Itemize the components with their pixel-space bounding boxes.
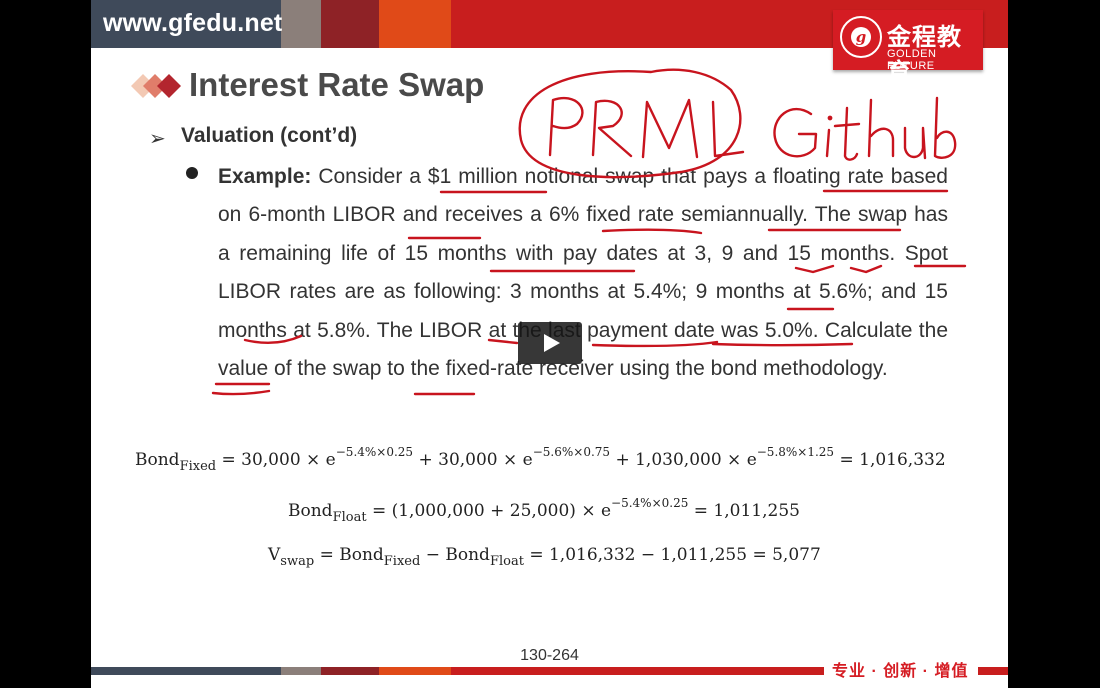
- example-label: Example:: [218, 165, 312, 188]
- presentation-slide: www.gfedu.net g 金程教育 GOLDEN FUTURE Inter…: [91, 0, 1008, 688]
- video-play-button[interactable]: [518, 322, 582, 364]
- page-number: 130-264: [520, 647, 579, 664]
- bottom-banner: [91, 667, 1008, 675]
- example-paragraph: Example: Consider a $1 million notional …: [218, 158, 948, 388]
- logo-seal-icon: g: [840, 16, 882, 58]
- company-logo: g 金程教育 GOLDEN FUTURE: [833, 10, 983, 86]
- bullet-dot-icon: [186, 167, 198, 179]
- site-url: www.gfedu.net: [103, 9, 283, 37]
- logo-chinese-name: 金程教育: [887, 24, 962, 86]
- tagline: 专业 · 创新 · 增值: [832, 663, 969, 680]
- play-icon: [544, 334, 560, 352]
- formula-swap-value: Vswap = BondFixed − BondFloat = 1,016,33…: [268, 545, 821, 569]
- tagline-box: 专业 · 创新 · 增值: [824, 654, 978, 682]
- diamond-title-icon: [131, 74, 181, 98]
- arrow-bullet-icon: ➢: [149, 128, 166, 150]
- section-subheading: Valuation (cont’d): [181, 124, 358, 147]
- slide-title: Interest Rate Swap: [189, 66, 485, 103]
- formula-bond-float: BondFloat = (1,000,000 + 25,000) × e−5.4…: [288, 496, 800, 525]
- formula-bond-fixed: BondFixed = 30,000 × e−5.4%×0.25 + 30,00…: [135, 445, 946, 474]
- example-text: Consider a $1 million notional swap that…: [218, 165, 948, 381]
- logo-english-name: GOLDEN FUTURE: [887, 48, 937, 72]
